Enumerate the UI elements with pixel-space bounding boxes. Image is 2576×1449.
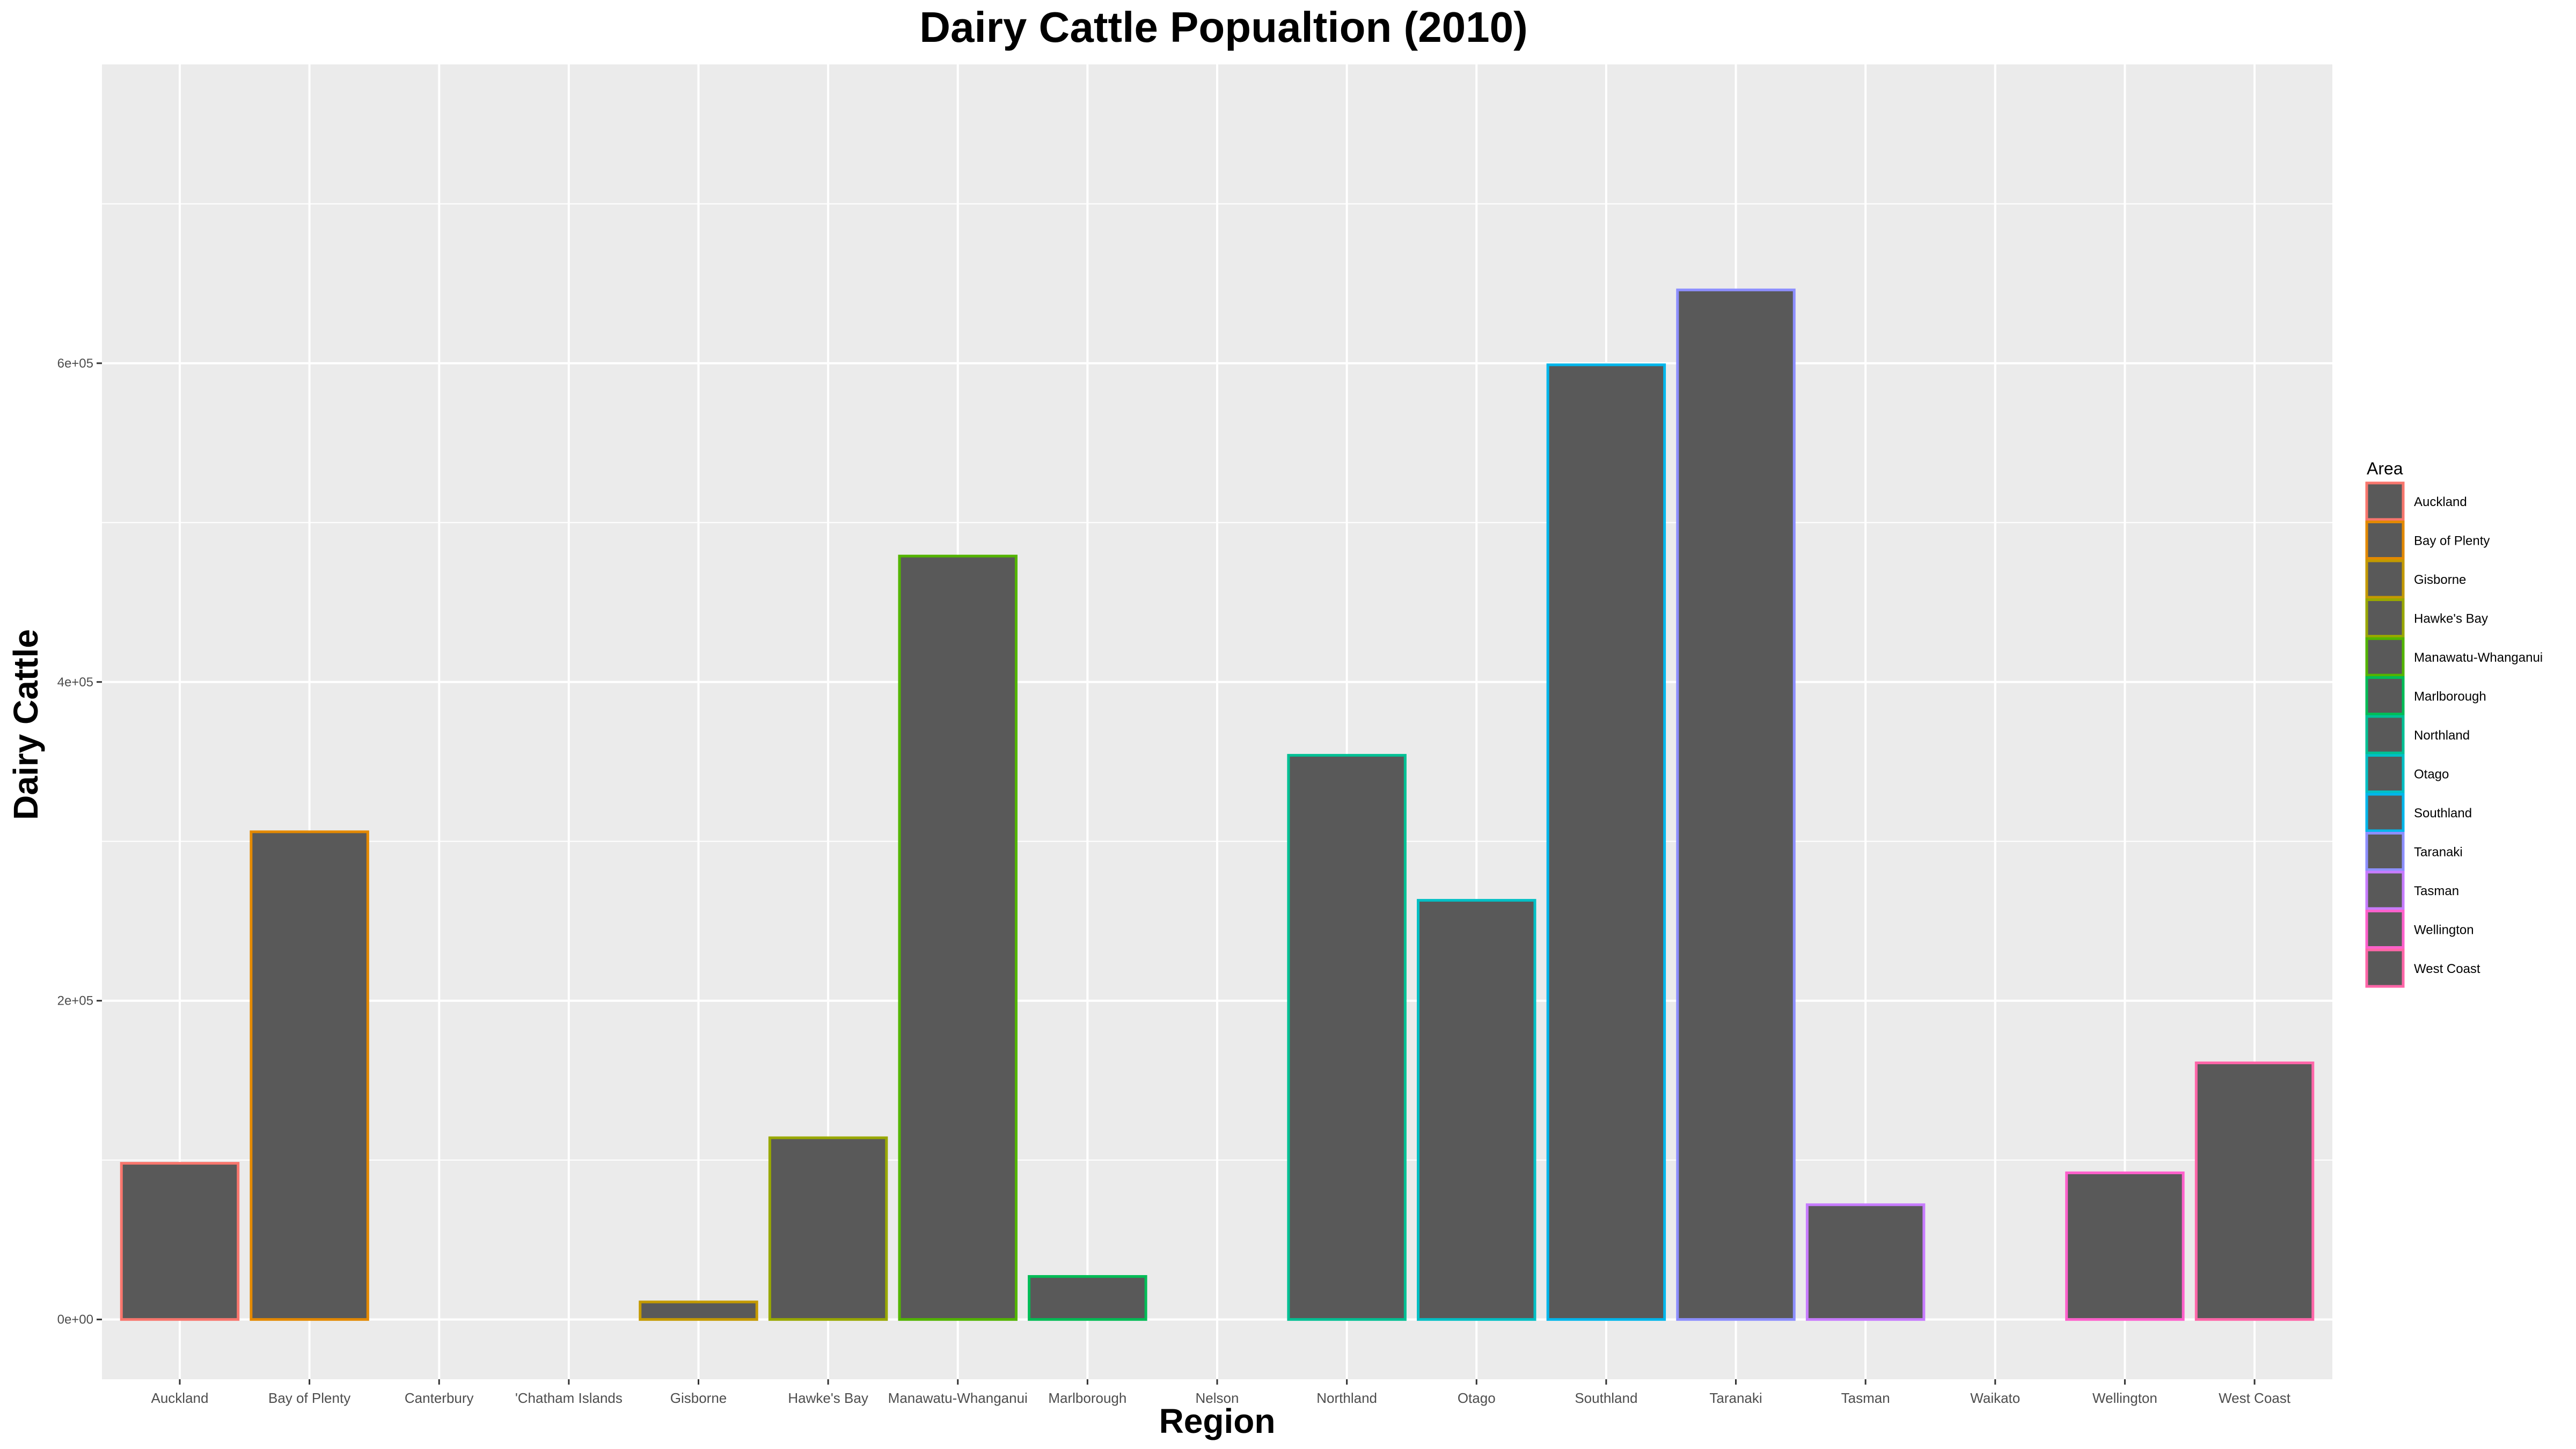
legend-label: Taranaki [2414,845,2463,860]
bar-otago [1417,899,1536,1321]
legend-key [2365,598,2405,638]
x-tick-label: Auckland [151,1390,208,1406]
legend-key [2365,754,2405,793]
x-tick-label: 'Chatham Islands [515,1390,623,1406]
x-tick-label: Nelson [1196,1390,1239,1406]
x-tick-label: Marlborough [1048,1390,1126,1406]
legend-label: Northland [2414,728,2470,743]
x-tick-label: Hawke's Bay [788,1390,868,1406]
chart-title: Dairy Cattle Popualtion (2010) [919,3,1528,51]
legend-key [2365,676,2405,715]
legend-label: Bay of Plenty [2414,534,2490,548]
y-axis-title: Dairy Cattle [6,629,45,820]
x-tick-label: Bay of Plenty [268,1390,350,1406]
bar-northland [1287,753,1407,1321]
legend-key [2365,910,2405,949]
legend-key [2365,870,2405,910]
legend-key [2365,832,2405,871]
y-tick-label: 6e+05 [57,356,93,371]
legend-key [2365,948,2405,988]
plot-panel [102,64,2332,1379]
bar-tasman [1805,1203,1926,1321]
x-tick-label: Taranaki [1709,1390,1762,1406]
y-tick-label: 2e+05 [57,994,93,1008]
bar-marlborough [1028,1275,1147,1321]
x-axis-title: Region [1159,1402,1276,1440]
legend-label: Southland [2414,806,2472,821]
legend-label: Marlborough [2414,690,2486,704]
x-tick-label: Northland [1316,1390,1377,1406]
x-axis: Auckland Bay of Plenty Canterbury 'Chatham … [151,1379,2291,1406]
y-axis: 0e+00 2e+05 4e+05 6e+05 [57,356,102,1327]
bar-manawatu-whanganui [898,554,1018,1321]
bar-gisborne [639,1300,758,1321]
legend-title: Area [2367,459,2403,478]
bar-west-coast [2194,1062,2315,1321]
x-tick-label: Otago [1458,1390,1496,1406]
legend-label: Manawatu-Whanganui [2414,650,2543,665]
legend-key [2365,481,2405,521]
y-tick-label: 0e+00 [57,1313,93,1327]
x-tick-label: Waikato [1970,1390,2020,1406]
legend-label: Otago [2414,767,2449,782]
legend-label: Hawke's Bay [2414,612,2488,626]
bar-southland [1546,363,1666,1321]
legend: Area Auckland Bay of Plenty Gisborne Hawke's… [2365,459,2543,988]
legend-key [2365,637,2405,677]
legend-key [2365,559,2405,599]
x-tick-label: Gisborne [670,1390,727,1406]
legend-label: Gisborne [2414,573,2466,587]
x-tick-label: West Coast [2219,1390,2291,1406]
bar-hawke-s-bay [768,1136,888,1321]
bar-taranaki [1676,288,1796,1321]
x-tick-label: Wellington [2092,1390,2157,1406]
x-tick-label: Manawatu-Whanganui [888,1390,1028,1406]
legend-key [2365,521,2405,560]
legend-label: Tasman [2414,884,2459,898]
y-tick-label: 4e+05 [57,675,93,690]
x-tick-label: Canterbury [405,1390,474,1406]
legend-label: Auckland [2414,495,2467,509]
bar-bay-of-plenty [250,830,369,1321]
x-tick-label: Tasman [1841,1390,1890,1406]
legend-label: West Coast [2414,962,2480,976]
bar-auckland [120,1162,240,1321]
x-tick-label: Southland [1575,1390,1637,1406]
legend-key [2365,793,2405,832]
legend-key [2365,715,2405,755]
legend-label: Wellington [2414,923,2474,938]
bar-wellington [2065,1171,2185,1321]
